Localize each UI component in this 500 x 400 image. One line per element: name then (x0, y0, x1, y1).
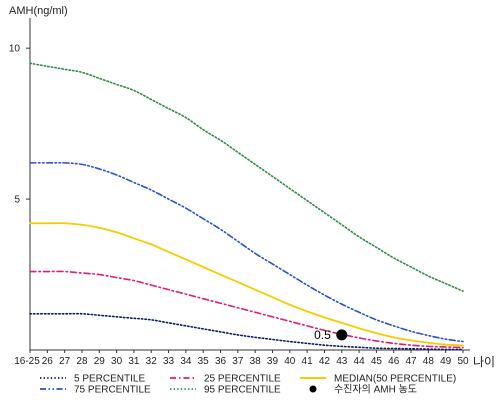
x-tick-label: 38 (250, 356, 262, 367)
x-axis-label: 나이 (473, 355, 495, 369)
x-tick-label: 36 (215, 356, 227, 367)
x-tick-label: 44 (354, 356, 366, 367)
series-line-median-50-percentile (29, 222, 464, 347)
legend-label: 25 PERCENTILE (204, 374, 281, 385)
x-tick-label: 49 (440, 356, 452, 367)
x-tick-label: 40 (284, 356, 296, 367)
series-lines (29, 62, 464, 351)
patient-amh-value-label: 0.5 (314, 328, 331, 342)
x-tick-label: 39 (267, 356, 279, 367)
series-line-75-percentile (29, 161, 464, 343)
x-tick-label: 28 (76, 356, 88, 367)
x-tick-label: 35 (198, 356, 210, 367)
series-line-5-percentile (29, 312, 464, 351)
legend-label: 75 PERCENTILE (74, 385, 151, 396)
legend-label: 5 PERCENTILE (74, 374, 145, 385)
x-tick-label: 31 (128, 356, 140, 367)
y-tick-label: 5 (14, 195, 20, 206)
y-axis-label: AMH(ng/ml) (9, 5, 68, 17)
x-tick-label: 30 (111, 356, 123, 367)
y-tick-label: 10 (9, 44, 21, 55)
x-tick-label: 26 (42, 356, 54, 367)
series-line-95-percentile (29, 62, 464, 292)
legend-label: 95 PERCENTILE (204, 385, 281, 396)
x-tick-label: 16-25 (14, 356, 40, 367)
legend-label: 수진자의 AMH 농도 (334, 384, 417, 396)
patient-marker: 0.5 (314, 328, 348, 342)
patient-amh-point (336, 329, 348, 341)
x-tick-label: 42 (319, 356, 331, 367)
x-ticks: 16-25 26 27 28 29 30 31 32 33 34 35 36 37 38 39 40 41 42 4… (14, 350, 469, 367)
x-tick-label: 32 (146, 356, 158, 367)
legend-marker-swatch (309, 385, 317, 393)
x-tick-label: 33 (163, 356, 175, 367)
x-tick-label: 47 (405, 356, 417, 367)
y-ticks: 5 10 (9, 44, 30, 206)
x-tick-label: 41 (302, 356, 314, 367)
series-line-25-percentile (29, 270, 464, 349)
legend-label: MEDIAN(50 PERCENTILE) (334, 374, 456, 385)
x-tick-label: 50 (457, 356, 469, 367)
x-tick-label: 27 (59, 356, 71, 367)
x-tick-label: 48 (423, 356, 435, 367)
x-tick-label: 29 (94, 356, 106, 367)
x-tick-label: 46 (388, 356, 400, 367)
x-tick-label: 34 (180, 356, 192, 367)
x-tick-label: 37 (232, 356, 244, 367)
x-tick-label: 43 (336, 356, 348, 367)
x-tick-label: 45 (371, 356, 383, 367)
